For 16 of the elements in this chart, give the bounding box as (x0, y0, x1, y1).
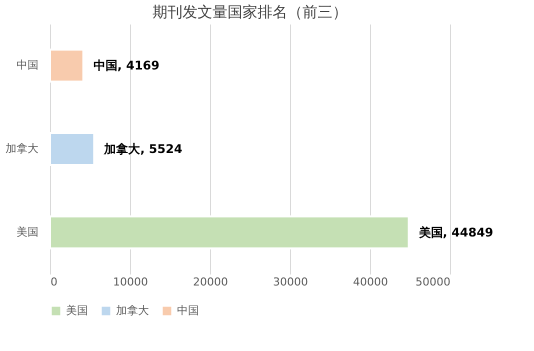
y-tick-label: 中国 (16, 58, 38, 72)
data-label: 美国, 44849 (418, 225, 494, 240)
x-tick-label: 30000 (273, 276, 308, 288)
y-tick-label: 美国 (16, 225, 38, 238)
y-tick-label: 加拿大 (6, 142, 38, 155)
legend-label: 加拿大 (116, 304, 149, 317)
x-tick-label: 40000 (353, 276, 388, 288)
x-tick-label: 10000 (113, 276, 148, 288)
chart-title: 期刊发文量国家排名（前三） (152, 3, 348, 21)
x-tick-label: 20000 (193, 276, 228, 288)
legend-label: 中国 (177, 304, 199, 317)
x-tick-label: 50000 (416, 276, 450, 288)
data-label: 中国, 4169 (93, 58, 160, 73)
data-label: 加拿大, 5524 (103, 142, 182, 156)
legend-label: 美国 (66, 304, 88, 317)
x-tick-label: 0 (50, 276, 58, 288)
